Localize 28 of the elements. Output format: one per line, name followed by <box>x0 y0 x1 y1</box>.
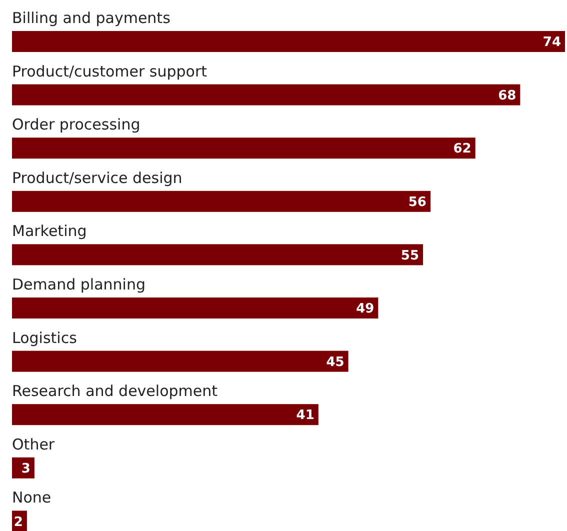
data-label: 45 <box>326 354 344 370</box>
bar <box>12 190 430 212</box>
y-tick-label: Order processing <box>12 116 140 134</box>
bar <box>12 244 424 266</box>
bar <box>12 138 476 159</box>
bar <box>12 350 348 372</box>
data-label: 74 <box>542 35 561 50</box>
y-tick-label: Research and development <box>12 382 218 400</box>
y-tick-label: Product/customer support <box>12 62 208 80</box>
bar <box>12 31 565 52</box>
y-tick-label: Logistics <box>12 328 78 347</box>
data-label: 49 <box>356 302 374 317</box>
data-label: 55 <box>400 248 420 264</box>
data-label: 56 <box>408 194 426 210</box>
bar <box>12 404 318 426</box>
y-tick-label: Other <box>12 435 56 454</box>
y-tick-label: Product/service design <box>12 168 182 187</box>
bar <box>12 84 520 106</box>
y-tick-label: None <box>12 488 52 507</box>
data-label: 3 <box>21 461 30 476</box>
data-label: 2 <box>14 514 23 530</box>
data-label: 68 <box>498 88 516 104</box>
data-label: 62 <box>453 142 472 157</box>
y-tick-label: Billing and payments <box>12 9 171 27</box>
data-label: 41 <box>296 408 314 424</box>
bar <box>12 298 378 318</box>
y-tick-label: Demand planning <box>12 276 146 294</box>
y-tick-label: Marketing <box>12 222 87 240</box>
